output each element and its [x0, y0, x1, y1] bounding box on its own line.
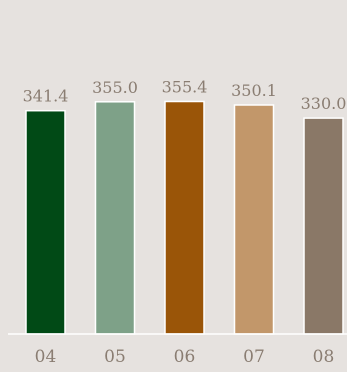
x-tick-label-07: 07 — [243, 347, 265, 367]
x-tick-label-04: 04 — [35, 347, 57, 367]
bar-05 — [94, 101, 136, 335]
bars-layer — [25, 100, 344, 335]
value-labels-layer: 341.4 355.0 355.4 350.1 330.0 — [23, 78, 347, 114]
bar-04 — [25, 109, 66, 335]
value-label-05: 355.0 — [92, 78, 138, 97]
bar-08 — [303, 117, 344, 335]
value-label-06: 355.4 — [162, 78, 208, 97]
x-tick-label-06: 06 — [174, 347, 196, 367]
x-tick-label-05: 05 — [104, 347, 126, 367]
value-label-04: 341.4 — [23, 87, 69, 106]
bar-07 — [233, 104, 275, 335]
value-label-08: 330.0 — [301, 94, 347, 113]
x-tick-labels: 04 05 06 07 08 — [35, 347, 335, 367]
value-label-07: 350.1 — [231, 81, 277, 100]
x-tick-label-08: 08 — [313, 347, 335, 367]
bar-06 — [164, 100, 205, 335]
